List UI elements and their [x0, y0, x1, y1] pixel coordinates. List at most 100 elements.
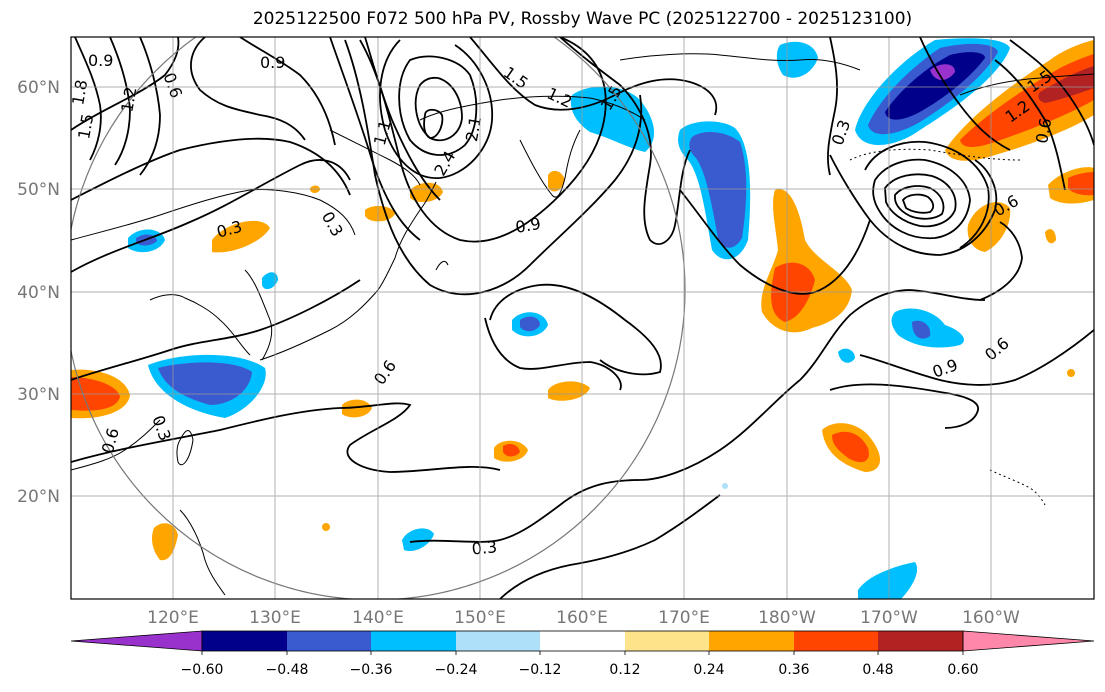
contour-label: 0.9 [514, 214, 542, 237]
pv-contour [484, 317, 622, 391]
shade-pos-region [503, 444, 520, 457]
colorbar-swatch [794, 631, 878, 651]
shade-neg-region [570, 86, 655, 152]
coastline [149, 294, 251, 356]
lat-label: 20°N [17, 487, 60, 507]
colorbar-label: −0.60 [181, 662, 224, 678]
shade-neg-region [402, 528, 434, 552]
pv-contour [398, 55, 478, 156]
shade-neg-region [262, 272, 278, 290]
pv-contour [364, 37, 441, 201]
pv-contours [71, 37, 1094, 599]
coastline [419, 95, 646, 121]
lat-label: 50°N [17, 180, 60, 200]
shade-neg-region [689, 131, 747, 248]
pv-contour [859, 329, 1094, 386]
coastline [71, 419, 161, 471]
colorbar-swatch [371, 631, 456, 651]
lon-label: 160°E [556, 608, 608, 628]
pv-contour [423, 108, 444, 139]
contour-label: 1.2 [117, 85, 140, 113]
pv-contour [71, 402, 501, 473]
region-circle [71, 37, 686, 599]
colorbar-label: −0.12 [519, 662, 562, 678]
contour-label: 0.9 [88, 51, 113, 70]
pv-contour [979, 221, 1023, 301]
contour-label: 1.8 [68, 78, 91, 106]
pv-contour [74, 37, 102, 161]
coastline [619, 53, 861, 71]
lon-label: 120°E [147, 608, 199, 628]
pv-contour [829, 154, 998, 256]
shade-pos-region [832, 431, 869, 463]
coastline [435, 260, 449, 271]
colorbar-extend-low [70, 630, 203, 652]
shade-pos-region [548, 381, 590, 401]
lon-label: 170°E [658, 608, 710, 628]
contour-label: 0.6 [1032, 117, 1055, 145]
lat-label: 30°N [17, 385, 60, 405]
shade-pos-region [152, 523, 178, 561]
lon-label: 140°E [352, 608, 404, 628]
pv-contour [139, 37, 161, 176]
coastline-philippines [179, 509, 226, 596]
pv-contour [827, 37, 838, 176]
pv-contour [469, 37, 718, 116]
shade-pos-region [212, 220, 270, 253]
coastline-alaska [959, 73, 1094, 96]
pv-contour [379, 39, 493, 179]
lon-label: 150°E [454, 608, 506, 628]
colorbar-swatch [287, 631, 371, 651]
colorbar-label: 0.48 [862, 662, 893, 678]
contour-label: 1.5 [74, 112, 97, 140]
shade-pos-region [548, 170, 565, 192]
colorbar-label: −0.36 [350, 662, 393, 678]
colorbar-ticks [201, 651, 964, 655]
pv-contour [489, 283, 662, 376]
shade-pos-region [410, 182, 443, 203]
lat-label: 40°N [17, 283, 60, 303]
colorbar-swatch [202, 631, 287, 651]
colorbar-label: −0.24 [435, 662, 478, 678]
shade-pos-region [967, 202, 1011, 252]
colorbar-swatch [456, 631, 540, 651]
pv-contour [499, 494, 721, 599]
coastline-taiwan [176, 430, 194, 466]
colorbar-extend-high [962, 630, 1095, 652]
coastline-japan [259, 257, 396, 361]
colorbar-swatch [709, 631, 794, 651]
pv-contour [190, 37, 306, 141]
map-title: 2025122500 F072 500 hPa PV, Rossby Wave … [252, 9, 913, 29]
pv-contour [679, 189, 871, 295]
colorbar-label: 0.24 [693, 662, 724, 678]
pv-contour [359, 37, 607, 243]
pv-contour [409, 379, 801, 543]
lon-label: 170°W [860, 608, 918, 628]
shade-pos-region [322, 523, 330, 531]
contour-label: 0.9 [260, 53, 285, 72]
shade-pos-region [960, 54, 1094, 147]
pv-contour [829, 383, 979, 429]
colorbar-label: 0.60 [947, 662, 978, 678]
plot-frame [70, 36, 1095, 600]
gridlines [71, 37, 1094, 599]
colorbar-frame [201, 630, 964, 652]
lat-axis-labels: 60°N 50°N 40°N 30°N 20°N [17, 78, 60, 507]
coastline [71, 189, 356, 241]
colorbar-label: 0.36 [778, 662, 809, 678]
lat-label: 60°N [17, 78, 60, 98]
lon-label: 160°W [962, 608, 1020, 628]
pv-contour [1009, 39, 1094, 146]
coastline-kamchatka [519, 129, 581, 198]
shade-pos-region [342, 399, 372, 418]
colorbar-label: 0.12 [609, 662, 640, 678]
shade-neg-region [885, 52, 985, 120]
shade-neg-region [722, 483, 728, 489]
pv-contour [414, 76, 463, 142]
colorbar-swatch [540, 631, 625, 651]
shade-neg-region [838, 348, 855, 363]
pv-contour [864, 140, 990, 249]
colorbar-swatch [625, 631, 709, 651]
colorbar: −0.60 −0.48 −0.36 −0.24 −0.12 0.12 0.24 … [70, 630, 1095, 678]
